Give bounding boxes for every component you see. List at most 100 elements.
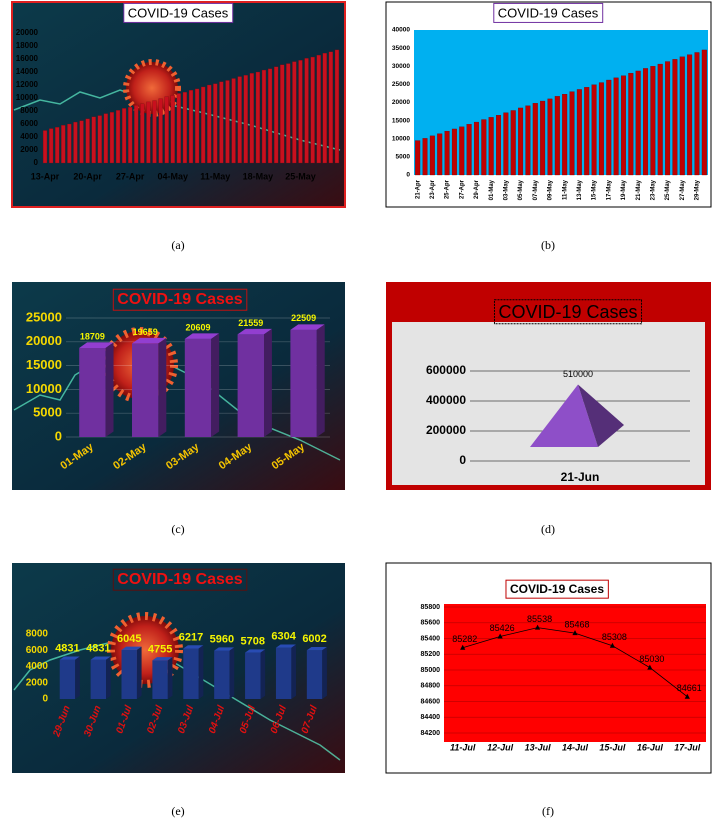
x-tick-label: 27-Apr <box>459 179 465 199</box>
x-tick-label: 23-Apr <box>430 179 436 199</box>
chart-title: COVID-19 Cases <box>128 5 229 20</box>
bar <box>225 80 230 164</box>
bar-side <box>106 656 111 699</box>
x-tick-label: 11-May <box>562 179 568 200</box>
bar <box>182 92 188 164</box>
bar <box>540 100 546 176</box>
bar-3d <box>275 644 297 699</box>
y-tick-label: 15000 <box>392 117 410 124</box>
y-tick-label: 84400 <box>421 714 441 721</box>
bar-top <box>183 645 204 649</box>
panel-frame <box>12 282 345 490</box>
plot-area <box>444 604 706 742</box>
y-tick-label: 85200 <box>421 651 441 658</box>
bar <box>657 63 663 176</box>
bar-top <box>184 333 220 339</box>
y-tick-label: 12000 <box>16 80 39 89</box>
bar-front <box>237 334 264 437</box>
x-tick-label: 07-May <box>533 179 539 200</box>
bar <box>219 81 224 164</box>
y-tick-label: 600000 <box>426 363 466 377</box>
data-label: 85030 <box>639 654 664 664</box>
bar-side <box>158 337 167 437</box>
bar <box>694 52 700 176</box>
bar <box>665 61 671 176</box>
panel-caption: (c) <box>171 522 184 536</box>
marker <box>647 664 653 670</box>
bar <box>584 87 590 176</box>
y-tick-label: 35000 <box>392 45 410 52</box>
bar <box>274 66 279 164</box>
bar-side <box>260 649 266 699</box>
title-box <box>493 2 604 23</box>
bar <box>261 69 267 164</box>
bar-side <box>198 645 204 699</box>
bar <box>67 123 72 164</box>
bar <box>620 75 626 176</box>
bar-front <box>90 659 107 699</box>
x-tick-label: 13-May <box>577 179 583 200</box>
bar-3d <box>132 337 167 437</box>
bar <box>496 115 502 176</box>
bar <box>122 108 127 164</box>
bar-side <box>105 342 114 437</box>
y-tick-label: 10000 <box>392 135 410 142</box>
bar-front <box>152 660 168 699</box>
bar-front <box>214 650 230 699</box>
y-tick-label: 16000 <box>16 54 39 63</box>
bar-front <box>184 338 212 437</box>
data-label: 4831 <box>55 643 79 655</box>
bar <box>415 140 421 176</box>
x-tick-label: 04-May <box>157 171 188 181</box>
chart-title: COVID-19 Cases <box>498 5 599 20</box>
bar <box>79 120 84 164</box>
bar <box>237 76 242 164</box>
data-label: 5708 <box>241 636 265 648</box>
bar <box>459 126 465 176</box>
y-tick-label: 15000 <box>26 357 62 372</box>
x-tick-label: 21-Jun <box>561 470 600 484</box>
bar <box>598 82 604 176</box>
bar <box>158 98 163 164</box>
panel-caption: (b) <box>541 238 555 252</box>
bar <box>55 127 60 164</box>
y-tick-label: 10000 <box>26 381 62 396</box>
bar <box>286 63 291 164</box>
data-label: 510000 <box>563 369 593 379</box>
bar <box>635 70 641 176</box>
x-tick-label: 01-May <box>489 179 495 200</box>
bar-top <box>79 342 114 348</box>
plot-area <box>414 30 708 175</box>
bar-front <box>121 649 137 699</box>
bar <box>591 84 597 176</box>
bar-side <box>229 647 235 699</box>
bar-top <box>275 644 297 648</box>
x-tick-label: 15-Jul <box>599 742 626 752</box>
chart-title: COVID-19 Cases <box>117 571 242 588</box>
bar <box>91 116 96 164</box>
bar <box>679 56 685 176</box>
bar <box>451 128 457 176</box>
plot-area <box>392 322 705 485</box>
y-tick-label: 85600 <box>421 620 441 627</box>
bar-top <box>59 656 80 660</box>
bar <box>466 124 472 176</box>
chart-title: COVID-19 Cases <box>117 291 242 308</box>
bar-side <box>136 646 142 699</box>
bar <box>316 54 321 164</box>
bar-3d <box>237 328 272 437</box>
bar <box>170 95 175 164</box>
data-label: 6304 <box>271 631 296 643</box>
y-tick-label: 400000 <box>426 393 466 407</box>
bar-side <box>316 324 325 437</box>
title-box <box>123 2 234 23</box>
y-tick-label: 20000 <box>26 333 62 348</box>
data-label: 4831 <box>86 643 110 655</box>
bar <box>146 101 151 164</box>
y-tick-label: 85400 <box>421 635 441 642</box>
y-tick-label: 84800 <box>421 683 441 690</box>
bar <box>292 61 297 164</box>
panel-caption: (a) <box>171 238 184 252</box>
bar <box>103 113 108 164</box>
y-tick-label: 5000 <box>396 154 411 161</box>
